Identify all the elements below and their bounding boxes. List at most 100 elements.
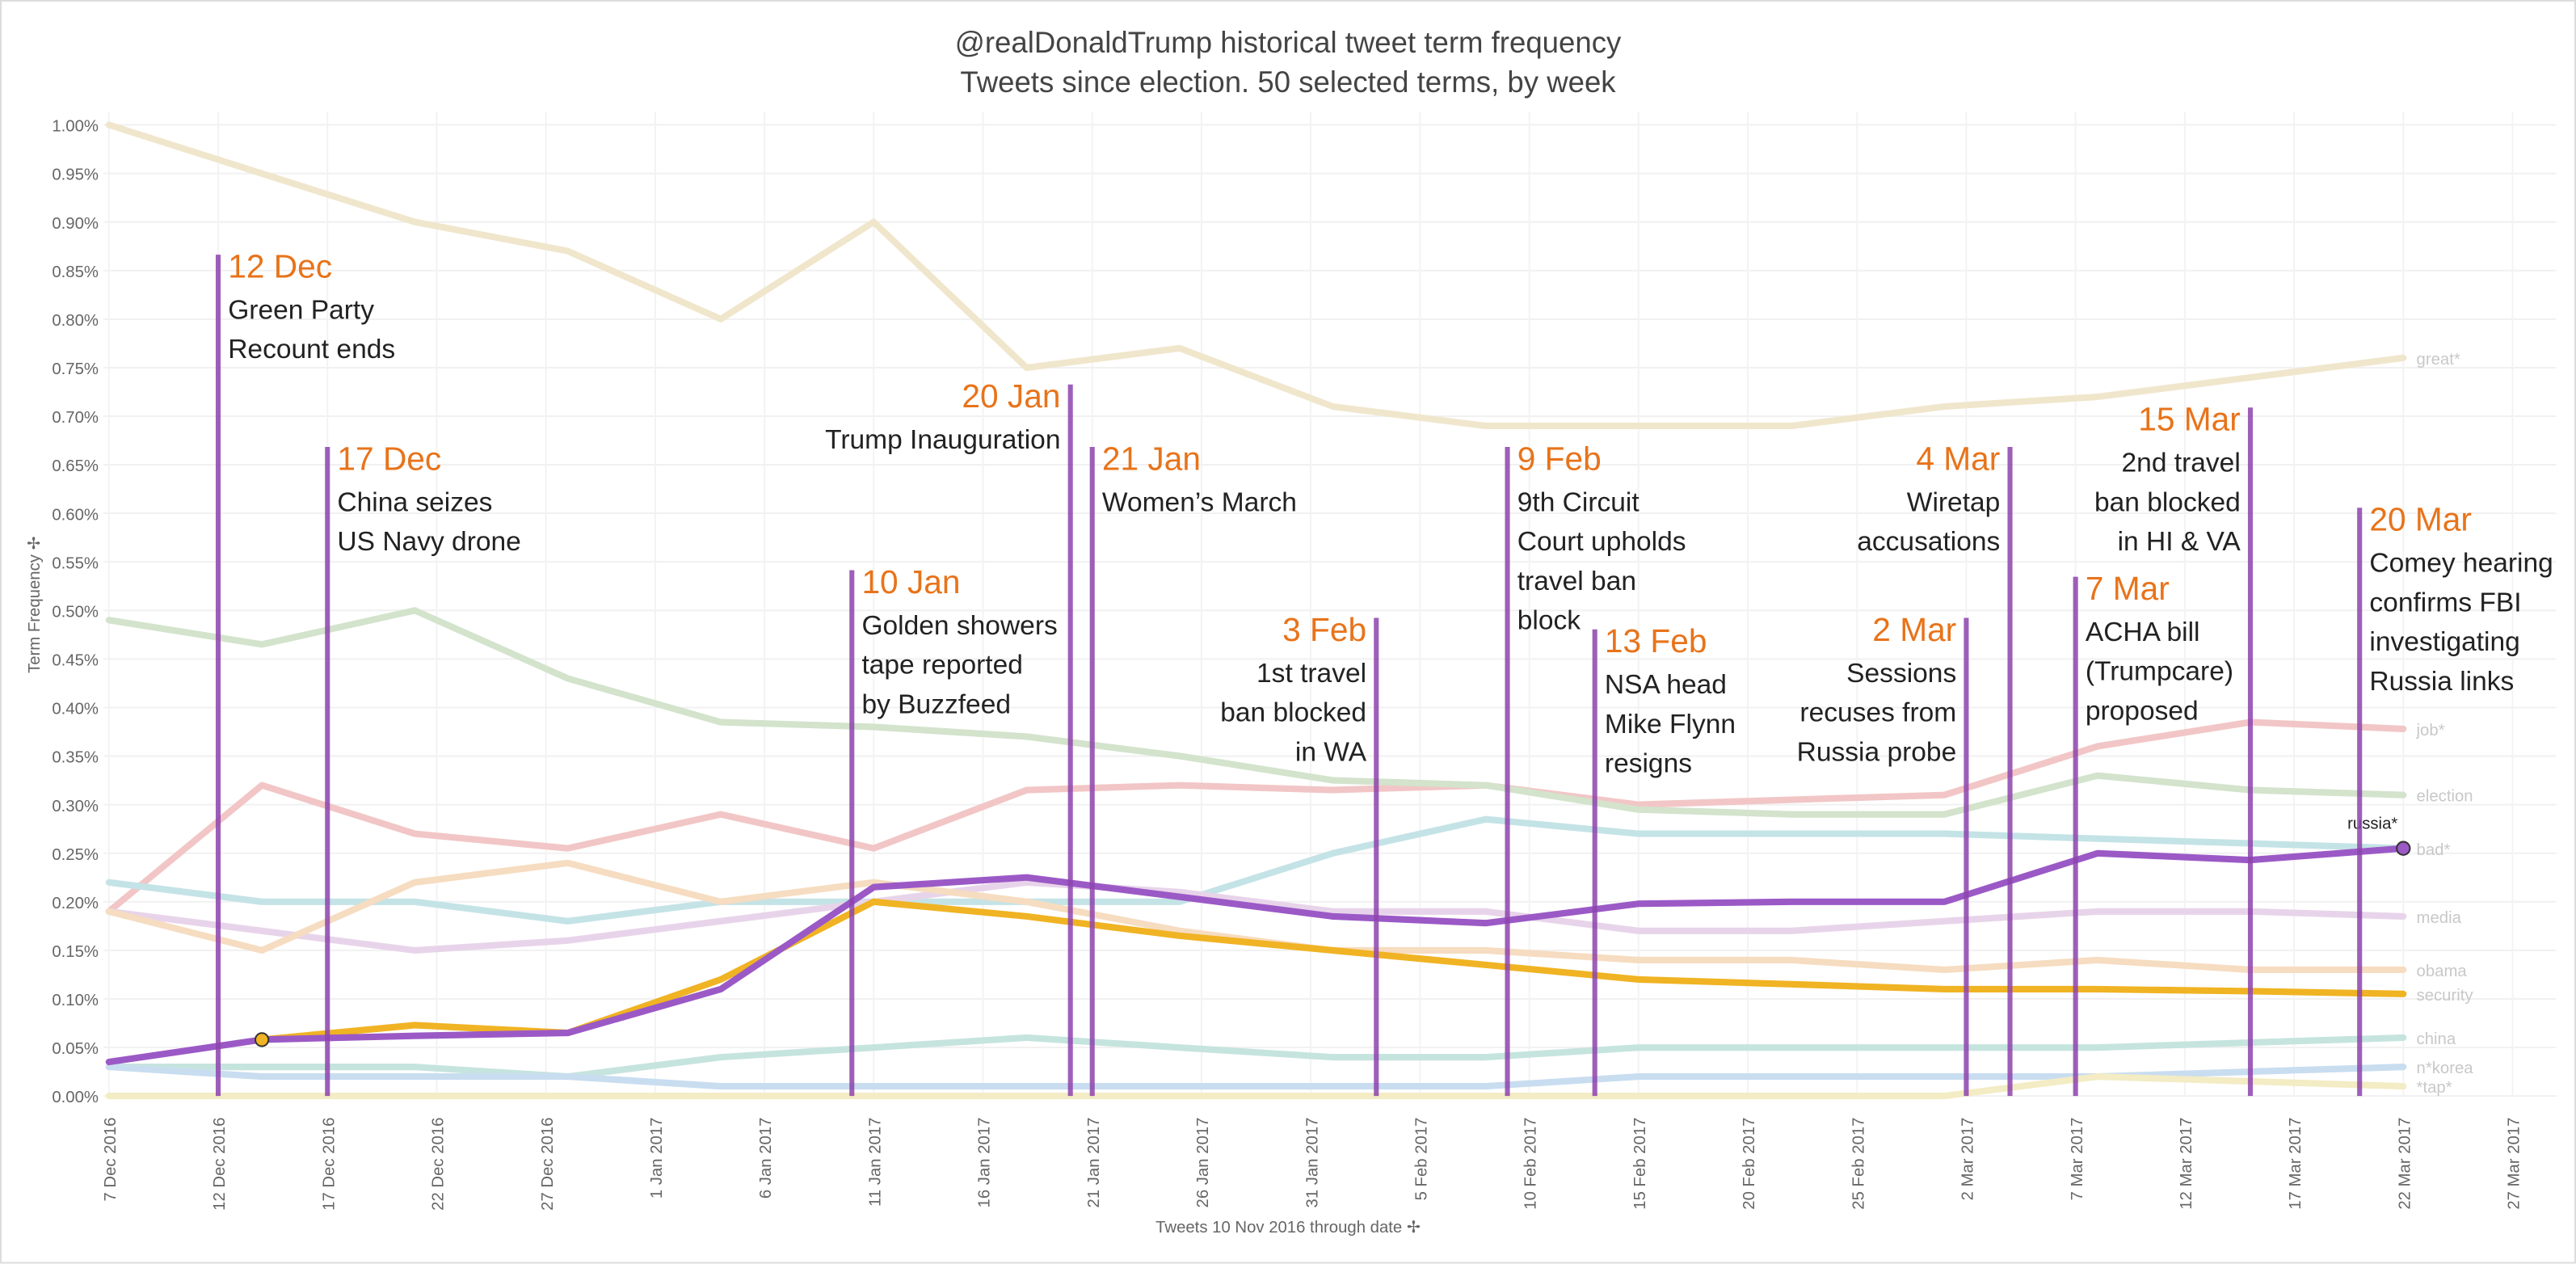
x-tick-label: 2 Mar 2017: [1959, 1118, 1977, 1201]
y-tick-label: 0.40%: [52, 701, 99, 718]
annotation-date: 9 Feb: [1517, 440, 1602, 477]
annotation-date: 12 Dec: [228, 248, 332, 285]
annotation-text: in HI & VA: [2118, 527, 2241, 557]
series-line: [105, 878, 2407, 954]
series-line: [105, 815, 2407, 925]
y-tick-label: 0.30%: [52, 798, 99, 815]
annotation-text: 9th Circuit: [1517, 487, 1640, 517]
series-label: *tap*: [2417, 1079, 2452, 1097]
y-tick-label: 0.35%: [52, 749, 99, 767]
annotation-text: investigating: [2369, 627, 2519, 657]
annotation-text: 2nd travel: [2122, 449, 2241, 478]
x-tick-label: 11 Jan 2017: [866, 1118, 884, 1207]
y-tick-label: 0.15%: [52, 943, 99, 961]
annotation-date: 3 Feb: [1282, 611, 1366, 648]
annotation-text: tape reported: [861, 651, 1022, 680]
y-tick-label: 0.60%: [52, 506, 99, 524]
series-line: [105, 121, 2407, 430]
y-tick-label: 0.70%: [52, 409, 99, 427]
y-tick-label: 0.80%: [52, 312, 99, 330]
series-label: russia*: [2347, 815, 2397, 832]
annotation-text: US Navy drone: [337, 527, 520, 557]
x-tick-label: 31 Jan 2017: [1303, 1118, 1321, 1208]
y-axis-title: Term Frequency ✢: [26, 536, 44, 673]
x-tick-label: 6 Jan 2017: [757, 1118, 775, 1199]
y-tick-label: 0.10%: [52, 992, 99, 1009]
annotation-text: Wiretap: [1907, 487, 2001, 517]
series-label: media: [2417, 909, 2462, 927]
x-tick-label: 27 Mar 2017: [2506, 1118, 2523, 1210]
x-tick-label: 1 Jan 2017: [648, 1118, 666, 1199]
annotation-text: Women’s March: [1102, 487, 1297, 517]
chart-title: @realDonaldTrump historical tweet term f…: [955, 26, 1622, 59]
annotation-date: 20 Jan: [962, 377, 1060, 415]
annotation-text: travel ban: [1517, 567, 1636, 596]
y-tick-label: 0.85%: [52, 263, 99, 281]
annotation-text: Court upholds: [1517, 527, 1686, 557]
series-label: great*: [2417, 351, 2460, 369]
series-line: [105, 718, 2407, 915]
annotation-text: by Buzzfeed: [861, 689, 1011, 719]
x-tick-label: 15 Feb 2017: [1631, 1118, 1649, 1210]
x-tick-label: 21 Jan 2017: [1085, 1118, 1103, 1208]
annotation-text: accusations: [1857, 527, 2000, 557]
series-label: china: [2417, 1030, 2456, 1048]
x-tick-label: 5 Feb 2017: [1413, 1118, 1431, 1201]
annotation-text: China seizes: [337, 487, 492, 517]
annotation-date: 2 Mar: [1872, 611, 1956, 648]
annotation-text: 1st travel: [1256, 659, 1366, 689]
series-line: [105, 1064, 2407, 1090]
y-tick-label: 0.05%: [52, 1040, 99, 1058]
series-label: job*: [2416, 722, 2445, 739]
annotation-text: recuses from: [1799, 698, 1956, 728]
y-tick-label: 1.00%: [52, 118, 99, 136]
annotations: 12 Dec Green Party Recount ends 17 Dec China…: [215, 248, 2553, 1097]
annotation-text: Golden showers: [861, 611, 1057, 641]
y-tick-label: 0.45%: [52, 652, 99, 670]
x-tick-label: 17 Dec 2016: [320, 1118, 338, 1211]
y-tick-label: 0.75%: [52, 360, 99, 378]
annotation-date: 17 Dec: [337, 440, 441, 477]
annotation-text: proposed: [2086, 697, 2199, 727]
annotation-date: 13 Feb: [1605, 622, 1707, 659]
x-tick-label: 22 Mar 2017: [2396, 1118, 2414, 1210]
x-axis-title: Tweets 10 Nov 2016 through date ✢: [1155, 1219, 1421, 1237]
y-tick-label: 0.00%: [52, 1089, 99, 1106]
annotation-text: Sessions: [1846, 659, 1956, 689]
annotation-date: 10 Jan: [861, 563, 960, 600]
annotation-text: Trump Inauguration: [825, 425, 1060, 455]
annotation-text: ban blocked: [2094, 487, 2241, 517]
x-tick-label: 26 Jan 2017: [1194, 1118, 1212, 1208]
series-line: [105, 1034, 2407, 1081]
x-tick-label: 25 Feb 2017: [1850, 1118, 1867, 1210]
annotation-text: ban blocked: [1220, 698, 1366, 728]
annotation-date: 15 Mar: [2138, 401, 2241, 438]
annotation-text: (Trumpcare): [2086, 657, 2233, 687]
series-line: [105, 845, 2407, 1066]
annotation-date: 4 Mar: [1916, 440, 2000, 477]
x-tick-label: 17 Mar 2017: [2287, 1118, 2305, 1210]
annotation-text: Comey hearing: [2369, 549, 2553, 579]
chart-subtitle: Tweets since election. 50 selected terms…: [960, 65, 1616, 99]
annotation-text: Russia probe: [1797, 737, 1957, 767]
annotation-text: Mike Flynn: [1605, 710, 1736, 739]
x-tick-label: 12 Mar 2017: [2178, 1118, 2195, 1210]
y-tick-label: 0.90%: [52, 215, 99, 233]
y-tick-label: 0.25%: [52, 846, 99, 864]
series-label: obama: [2417, 963, 2468, 980]
x-tick-label: 16 Jan 2017: [976, 1118, 994, 1208]
annotation-text: ACHA bill: [2086, 617, 2200, 647]
annotation-text: confirms FBI: [2369, 588, 2521, 617]
annotation-text: Green Party: [228, 295, 374, 325]
annotation-text: in WA: [1295, 737, 1367, 767]
grid: [103, 112, 2557, 1098]
annotation-text: resigns: [1605, 749, 1692, 779]
y-tick-label: 0.95%: [52, 166, 99, 184]
annotation-text: Recount ends: [228, 335, 395, 364]
series-line: [105, 607, 2407, 818]
annotation-text: block: [1517, 606, 1581, 636]
x-tick-label: 7 Mar 2017: [2069, 1118, 2086, 1201]
x-tick-label: 20 Feb 2017: [1740, 1118, 1758, 1210]
